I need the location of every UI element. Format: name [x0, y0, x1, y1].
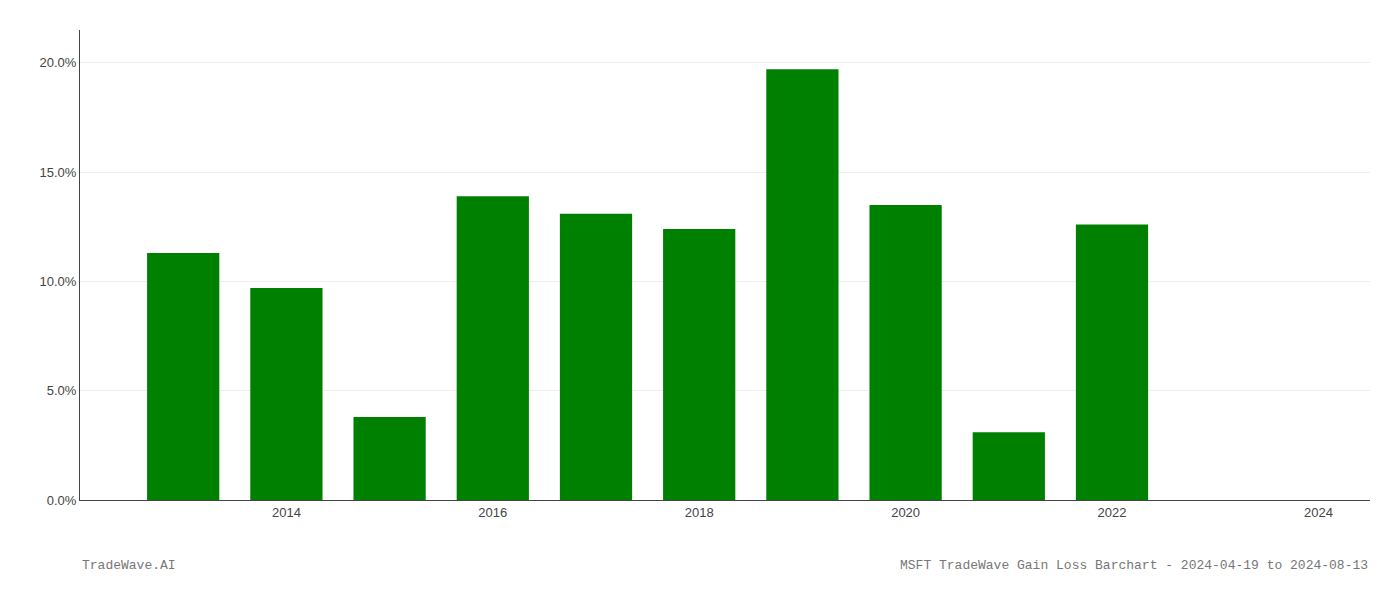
svg-text:2024: 2024 [1304, 505, 1333, 520]
svg-text:2016: 2016 [478, 505, 507, 520]
svg-text:2018: 2018 [685, 505, 714, 520]
svg-text:2020: 2020 [891, 505, 920, 520]
svg-text:10.0%: 10.0% [40, 274, 77, 289]
svg-text:MSFT TradeWave Gain Loss Barch: MSFT TradeWave Gain Loss Barchart - 2024… [900, 558, 1368, 573]
svg-text:2022: 2022 [1098, 505, 1127, 520]
svg-text:TradeWave.AI: TradeWave.AI [82, 558, 176, 573]
svg-text:0.0%: 0.0% [47, 493, 77, 508]
svg-text:20.0%: 20.0% [40, 55, 77, 70]
svg-text:2014: 2014 [272, 505, 301, 520]
svg-text:5.0%: 5.0% [47, 383, 77, 398]
svg-text:15.0%: 15.0% [40, 165, 77, 180]
